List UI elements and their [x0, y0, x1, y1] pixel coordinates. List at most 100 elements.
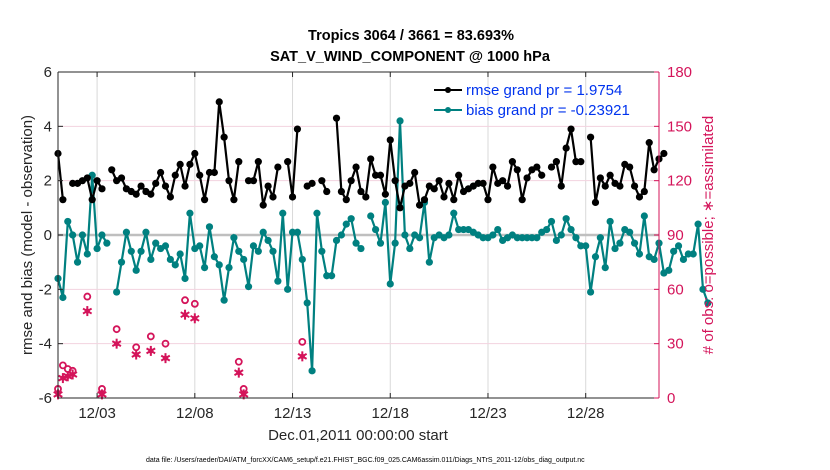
bias-point [137, 247, 145, 255]
bias-point [117, 258, 126, 266]
bias-point [78, 231, 87, 239]
x-tick-label: 12/03 [78, 405, 116, 422]
rmse-point [396, 204, 404, 212]
bias-point [616, 239, 624, 247]
rmse-point [284, 158, 292, 166]
rmse-point [386, 136, 394, 144]
bias-point [552, 236, 560, 245]
bias-point [543, 225, 551, 234]
bias-point [328, 272, 336, 280]
rmse-point [557, 182, 565, 190]
y-right-tick-label: 120 [667, 173, 692, 190]
bias-point [586, 288, 595, 296]
x-tick-label: 12/18 [371, 405, 409, 422]
bias-line-segment [369, 120, 709, 304]
axes [57, 71, 660, 399]
bias-point [73, 258, 82, 266]
bias-point [425, 258, 433, 266]
rmse-point [518, 196, 526, 204]
bias-point [494, 225, 502, 234]
rmse-point [176, 160, 184, 168]
bias-point [606, 217, 614, 226]
rmse-point [489, 163, 497, 171]
rmse-point [391, 177, 399, 185]
assimilated-obs-marker [180, 309, 190, 320]
bias-point [704, 299, 712, 307]
bias-point [225, 264, 233, 272]
legend-bias-marker [445, 107, 451, 113]
y-tick-label: 6 [44, 64, 52, 81]
rmse-point [547, 163, 556, 171]
bias-point [367, 212, 375, 220]
possible-obs-marker [161, 339, 170, 348]
bias-point [562, 215, 570, 223]
star-core [70, 371, 76, 378]
rmse-point [59, 196, 67, 204]
rmse-point [357, 187, 365, 196]
rmse-point [440, 193, 448, 201]
bias-point [386, 280, 394, 288]
rmse-point [117, 174, 126, 182]
rmse-point [288, 193, 297, 201]
rmse-point [660, 149, 668, 158]
legend: rmse grand pr = 1.9754 bias grand pr = -… [434, 82, 630, 119]
rmse-point [601, 182, 609, 190]
rmse-point [186, 160, 194, 168]
rmse-point [499, 177, 507, 185]
bias-point [264, 236, 272, 245]
bias-point [670, 247, 678, 255]
bias-point [254, 247, 262, 255]
star-core [241, 391, 247, 397]
rmse-point [415, 201, 424, 209]
x-tick-label: 12/08 [176, 405, 214, 422]
rmse-point [381, 190, 389, 198]
star-core [114, 341, 120, 347]
rmse-point [508, 158, 517, 166]
bias-point [313, 209, 321, 217]
rmse-point [152, 179, 160, 187]
rmse-point [591, 198, 600, 206]
rmse-point [274, 163, 282, 171]
y-right-tick-label: 90 [667, 227, 684, 244]
rmse-point [235, 158, 243, 166]
bias-point [582, 242, 590, 250]
rmse-point [249, 177, 258, 185]
bias-point [249, 242, 258, 250]
bias-point [694, 220, 702, 228]
rmse-point [200, 196, 209, 204]
possible-obs-marker [112, 325, 121, 334]
possible-obs-marker [181, 296, 189, 305]
bias-point [337, 231, 345, 239]
assimilated-obs-marker [146, 345, 156, 356]
star-core [192, 315, 198, 321]
rmse-line-segment [110, 101, 240, 201]
x-tick-label: 12/28 [567, 405, 605, 422]
bias-point [352, 239, 360, 247]
bias-point [240, 255, 248, 264]
bias-point [274, 277, 282, 285]
bias-point [626, 228, 634, 236]
rmse-point [430, 185, 438, 193]
rmse-point [406, 179, 414, 187]
rmse-point [342, 196, 350, 204]
assimilated-obs-marker [190, 313, 200, 324]
rmse-point [215, 98, 223, 106]
bias-point [572, 234, 580, 242]
assimilated-obs-marker [111, 338, 122, 349]
rmse-point [337, 187, 345, 196]
y-right-tick-label: 180 [667, 64, 692, 81]
bias-point [103, 239, 111, 247]
rmse-point [254, 158, 262, 166]
bias-point [298, 255, 306, 264]
series-lines [54, 98, 712, 375]
rmse-point [606, 171, 614, 179]
y-axis-label-right: # of obs: o=possible; ∗=assimilated [700, 116, 717, 355]
legend-rmse-label: rmse grand pr = 1.9754 [466, 82, 622, 99]
rmse-point [230, 196, 238, 204]
rmse-line-segment [56, 153, 64, 200]
rmse-point [352, 163, 360, 171]
y-tick-label: 2 [44, 173, 52, 190]
rmse-point [562, 144, 570, 152]
assimilated-obs-marker [233, 367, 244, 378]
bias-point [372, 225, 380, 234]
